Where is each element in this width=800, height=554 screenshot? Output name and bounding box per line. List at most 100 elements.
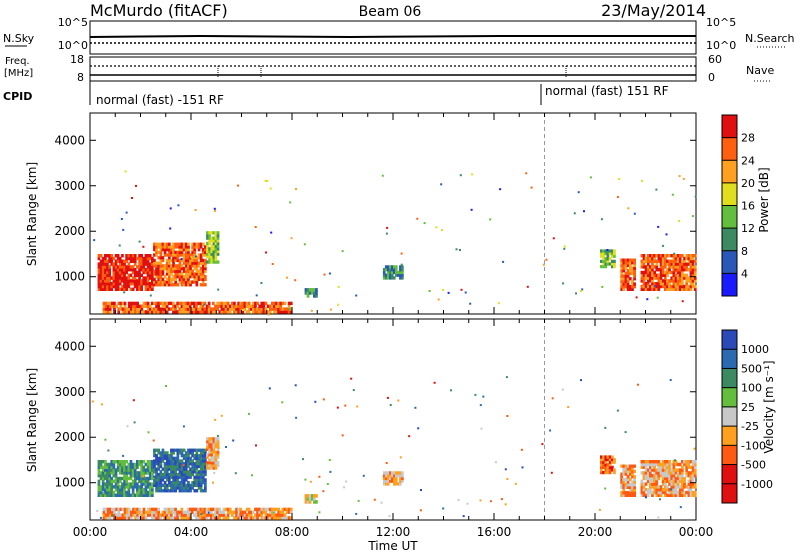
heatmap-cell [104,284,107,289]
heatmap-cell [642,493,646,497]
heatmap-cell [384,268,388,272]
heatmap-cell [170,272,173,276]
heatmap-cell [681,479,684,483]
heatmap-cell [170,467,173,471]
heatmap-cell [119,516,123,520]
heatmap-cell [350,377,353,380]
heatmap-cell [189,486,192,490]
heatmap-cell [664,276,667,280]
heatmap-cell [681,282,684,286]
heatmap-cell [182,275,186,279]
heatmap-cell [674,462,678,467]
heatmap-cell [108,254,111,258]
heatmap-cell [199,464,203,469]
heatmap-cell [646,287,650,291]
heatmap-cell [266,516,270,520]
heatmap-cell [121,287,124,291]
heatmap-cell [184,272,188,276]
heatmap-cell [214,239,218,243]
power-colorbar-label: Power [dB] [757,167,771,232]
heatmap-cell [640,259,644,263]
heatmap-cell [626,491,630,495]
heatmap-cell [153,253,156,257]
heatmap-cell [260,304,264,308]
heatmap-cell [110,479,114,483]
heatmap-cell [628,263,632,268]
heatmap-cell [197,301,200,306]
heatmap-cell [646,476,650,481]
heatmap-cell [116,287,120,291]
heatmap-cell [123,465,126,469]
heatmap-cell [155,454,158,458]
heatmap-cell [664,265,667,269]
heatmap-cell [176,475,180,479]
heatmap-cell [681,259,684,263]
heatmap-cell [127,465,131,469]
heatmap-cell [664,460,667,464]
heatmap-cell [151,471,154,475]
heatmap-cell [651,284,654,289]
heatmap-cell [148,513,152,517]
heatmap-cell [622,282,626,286]
heatmap-cell [260,507,264,512]
heatmap-cell [136,256,139,261]
heatmap-cell [241,309,244,311]
heatmap-cell [170,483,173,487]
heatmap-cell [264,179,267,182]
heatmap-cell [271,513,274,517]
heatmap-cell [689,471,693,475]
heatmap-cell [116,479,120,483]
heatmap-cell [659,276,663,280]
heatmap-cell [199,513,203,517]
heatmap-cell [541,443,544,446]
heatmap-cell [121,284,124,289]
heatmap-cell [155,250,158,254]
heatmap-cell [672,462,676,467]
heatmap-cell [674,471,678,475]
heatmap-cell [117,307,121,311]
heatmap-cell [237,310,240,314]
heatmap-cell [633,269,636,273]
heatmap-cell [108,513,112,517]
colorbar-swatch [722,445,737,465]
heatmap-cell [681,468,684,472]
heatmap-cell [101,282,105,286]
heatmap-cell [118,485,122,489]
heatmap-cell [155,266,158,271]
heatmap-cell [180,310,184,314]
heatmap-cell [575,292,577,295]
heatmap-cell [159,516,163,520]
heatmap-cell [661,268,665,272]
heatmap-cell [121,476,124,481]
heatmap-cell [178,510,182,514]
heatmap-cell [199,481,203,485]
heatmap-cell [104,273,107,277]
heatmap-cell [172,283,175,287]
heatmap-cell [155,448,158,452]
heatmap-cell [281,302,284,305]
heatmap-cell [678,175,681,178]
heatmap-cell [174,472,177,477]
heatmap-cell [144,268,148,272]
heatmap-cell [683,256,686,261]
heatmap-cell [606,471,610,475]
heatmap-cell [212,236,216,240]
heatmap-cell [151,516,154,520]
heatmap-cell [633,464,636,468]
heatmap-cell [140,287,143,291]
heatmap-cell [201,266,205,271]
heatmap-cell [672,256,676,261]
heatmap-cell [168,245,171,249]
heatmap-cell [633,488,636,492]
heatmap-cell [157,242,161,246]
heatmap-cell [161,269,165,273]
heatmap-cell [123,476,126,481]
heatmap-cell [155,275,158,279]
heatmap-cell [146,259,150,263]
heatmap-cell [170,258,173,263]
heatmap-cell [308,291,312,295]
heatmap-cell [101,270,105,275]
heatmap-cell [455,248,458,251]
heatmap-cell [687,465,691,469]
heatmap-cell [114,254,118,258]
